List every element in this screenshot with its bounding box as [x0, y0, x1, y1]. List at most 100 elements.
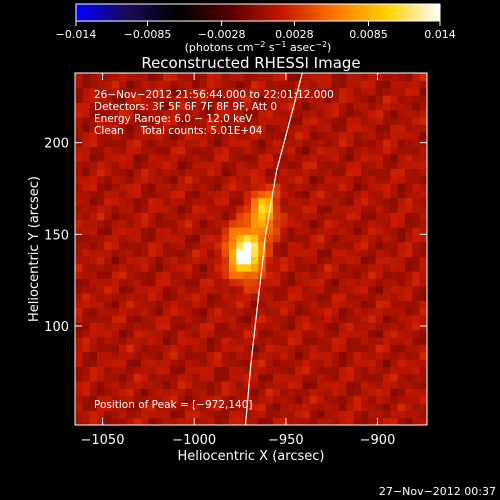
image-pixel: [361, 124, 369, 133]
image-pixel: [111, 146, 120, 155]
image-pixel: [419, 124, 427, 133]
image-pixel: [199, 87, 208, 96]
image-pixel: [148, 161, 157, 169]
image-pixel: [82, 403, 91, 411]
image-pixel: [104, 117, 113, 125]
image-pixel: [126, 366, 135, 375]
image-pixel: [361, 417, 369, 425]
image-pixel: [104, 161, 113, 169]
image-pixel: [236, 117, 245, 125]
image-pixel: [82, 102, 91, 111]
image-pixel: [170, 109, 179, 118]
image-pixel: [199, 300, 208, 309]
image-pixel: [214, 102, 223, 111]
image-pixel: [324, 197, 333, 206]
image-pixel: [368, 146, 377, 155]
image-pixel: [405, 234, 413, 243]
image-pixel: [309, 344, 318, 353]
image-pixel: [383, 212, 391, 221]
image-pixel: [265, 307, 274, 316]
image-pixel: [111, 87, 120, 96]
image-pixel: [177, 73, 186, 81]
image-pixel: [199, 293, 208, 301]
image-pixel: [214, 241, 223, 250]
image-pixel: [419, 153, 427, 162]
image-pixel: [148, 146, 157, 155]
image-pixel: [287, 241, 296, 250]
image-pixel: [229, 219, 237, 228]
image-pixel: [75, 117, 83, 125]
image-pixel: [89, 117, 98, 125]
image-pixel: [97, 307, 105, 316]
image-pixel: [353, 300, 362, 309]
image-pixel: [390, 190, 399, 199]
image-pixel: [339, 388, 347, 397]
image-pixel: [104, 417, 113, 425]
image-pixel: [390, 131, 399, 140]
image-pixel: [375, 117, 384, 125]
image-pixel: [141, 388, 149, 397]
image-pixel: [104, 219, 113, 228]
image-pixel: [229, 117, 237, 125]
image-pixel: [236, 329, 245, 338]
image-pixel: [163, 190, 171, 199]
image-pixel: [214, 197, 223, 206]
image-pixel: [295, 73, 303, 81]
image-pixel: [75, 307, 83, 316]
image-pixel: [104, 300, 113, 309]
image-pixel: [265, 161, 274, 169]
image-pixel: [302, 403, 311, 411]
image-pixel: [163, 161, 171, 169]
annotation-clean: Clean Total counts: 5.01E+04: [94, 125, 263, 137]
image-pixel: [309, 183, 318, 191]
image-pixel: [82, 227, 91, 235]
image-pixel: [82, 344, 91, 353]
image-pixel: [207, 366, 215, 375]
image-pixel: [265, 388, 274, 397]
colorbar-tick-label: 0.0085: [349, 28, 388, 41]
image-pixel: [236, 219, 245, 228]
image-pixel: [229, 337, 237, 345]
image-pixel: [82, 417, 91, 425]
image-pixel: [346, 417, 355, 425]
image-pixel: [251, 161, 259, 169]
image-pixel: [375, 329, 384, 338]
image-pixel: [317, 307, 325, 316]
image-pixel: [287, 212, 296, 221]
image-pixel: [419, 381, 427, 389]
image-pixel: [236, 373, 245, 382]
image-pixel: [346, 271, 355, 279]
image-pixel: [199, 168, 208, 177]
image-pixel: [412, 241, 421, 250]
image-pixel: [324, 417, 333, 425]
image-pixel: [375, 73, 384, 81]
image-pixel: [82, 175, 91, 184]
image-pixel: [97, 315, 105, 323]
image-pixel: [309, 124, 318, 133]
image-pixel: [361, 293, 369, 301]
image-pixel: [236, 131, 245, 140]
image-pixel: [295, 168, 303, 177]
image-pixel: [221, 80, 230, 89]
image-pixel: [177, 410, 186, 419]
image-pixel: [258, 307, 267, 316]
image-pixel: [133, 293, 142, 301]
image-pixel: [317, 322, 325, 331]
image-pixel: [383, 117, 391, 125]
image-pixel: [258, 190, 267, 199]
image-pixel: [199, 234, 208, 243]
image-pixel: [199, 197, 208, 206]
image-pixel: [383, 271, 391, 279]
image-pixel: [273, 249, 281, 257]
image-pixel: [221, 234, 230, 243]
image-pixel: [82, 183, 91, 191]
image-pixel: [236, 73, 245, 81]
image-pixel: [97, 351, 105, 360]
image-pixel: [75, 337, 83, 345]
image-pixel: [111, 190, 120, 199]
image-pixel: [287, 153, 296, 162]
image-pixel: [229, 293, 237, 301]
image-pixel: [75, 146, 83, 155]
image-pixel: [163, 388, 171, 397]
